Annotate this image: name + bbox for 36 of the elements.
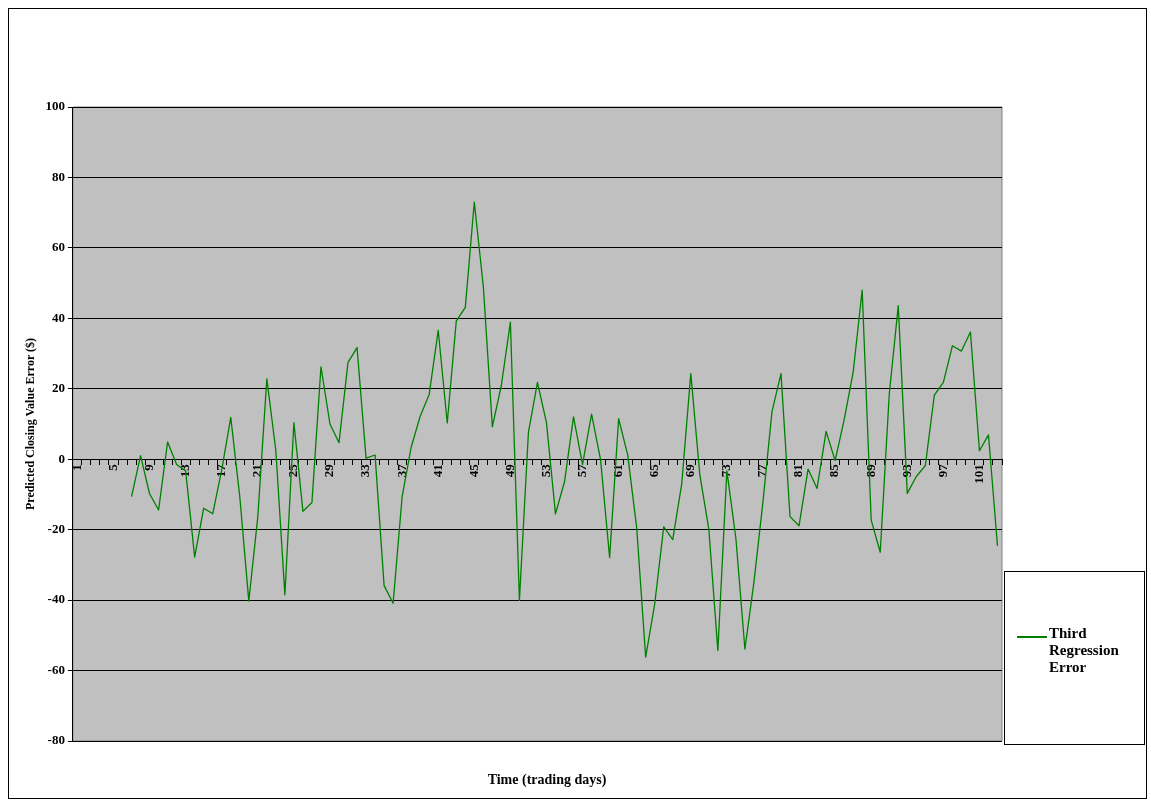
x-tick-label: 69 xyxy=(682,463,698,478)
x-tick-label: 93 xyxy=(898,463,914,478)
y-tick-label: -80 xyxy=(47,732,65,748)
x-tick-label: 89 xyxy=(862,463,878,478)
x-tick-label: 41 xyxy=(429,464,445,478)
x-tick-label: 45 xyxy=(465,463,481,478)
x-tick-label: 33 xyxy=(357,463,373,478)
y-tick-label: 20 xyxy=(51,380,65,396)
y-axis-title: Predicted Closing Value Error ($) xyxy=(23,338,38,510)
y-tick-label: 60 xyxy=(51,239,65,255)
y-tick-label: -60 xyxy=(47,661,65,677)
x-tick-label: 9 xyxy=(140,463,156,471)
x-tick-label: 25 xyxy=(285,463,301,478)
y-tick-label: -40 xyxy=(47,591,65,607)
x-tick-label: 17 xyxy=(213,463,229,478)
x-tick-label: 97 xyxy=(934,463,950,478)
x-tick-label: 85 xyxy=(826,463,842,478)
x-tick-label: 29 xyxy=(321,463,337,478)
y-tick-label: -20 xyxy=(47,521,65,537)
x-tick-label: 73 xyxy=(718,463,734,478)
x-tick-label: 1 xyxy=(68,464,84,471)
x-axis-title: Time (trading days) xyxy=(486,772,608,788)
y-tick-label: 100 xyxy=(45,98,65,114)
y-tick-label: 80 xyxy=(51,168,65,184)
x-tick-label: 13 xyxy=(177,463,193,478)
x-tick-label: 65 xyxy=(646,463,662,478)
y-tick-label: 0 xyxy=(58,450,65,466)
y-tick-label: 40 xyxy=(51,309,65,325)
legend-label: Third Regression Error xyxy=(1049,625,1120,676)
x-tick-label: 53 xyxy=(537,463,553,478)
x-tick-label: 5 xyxy=(104,463,120,471)
x-tick-label: 81 xyxy=(790,464,806,478)
x-tick-label: 49 xyxy=(501,463,517,478)
x-tick-label: 37 xyxy=(393,463,409,478)
x-tick-label: 101 xyxy=(970,464,986,484)
x-tick-label: 57 xyxy=(573,463,589,478)
